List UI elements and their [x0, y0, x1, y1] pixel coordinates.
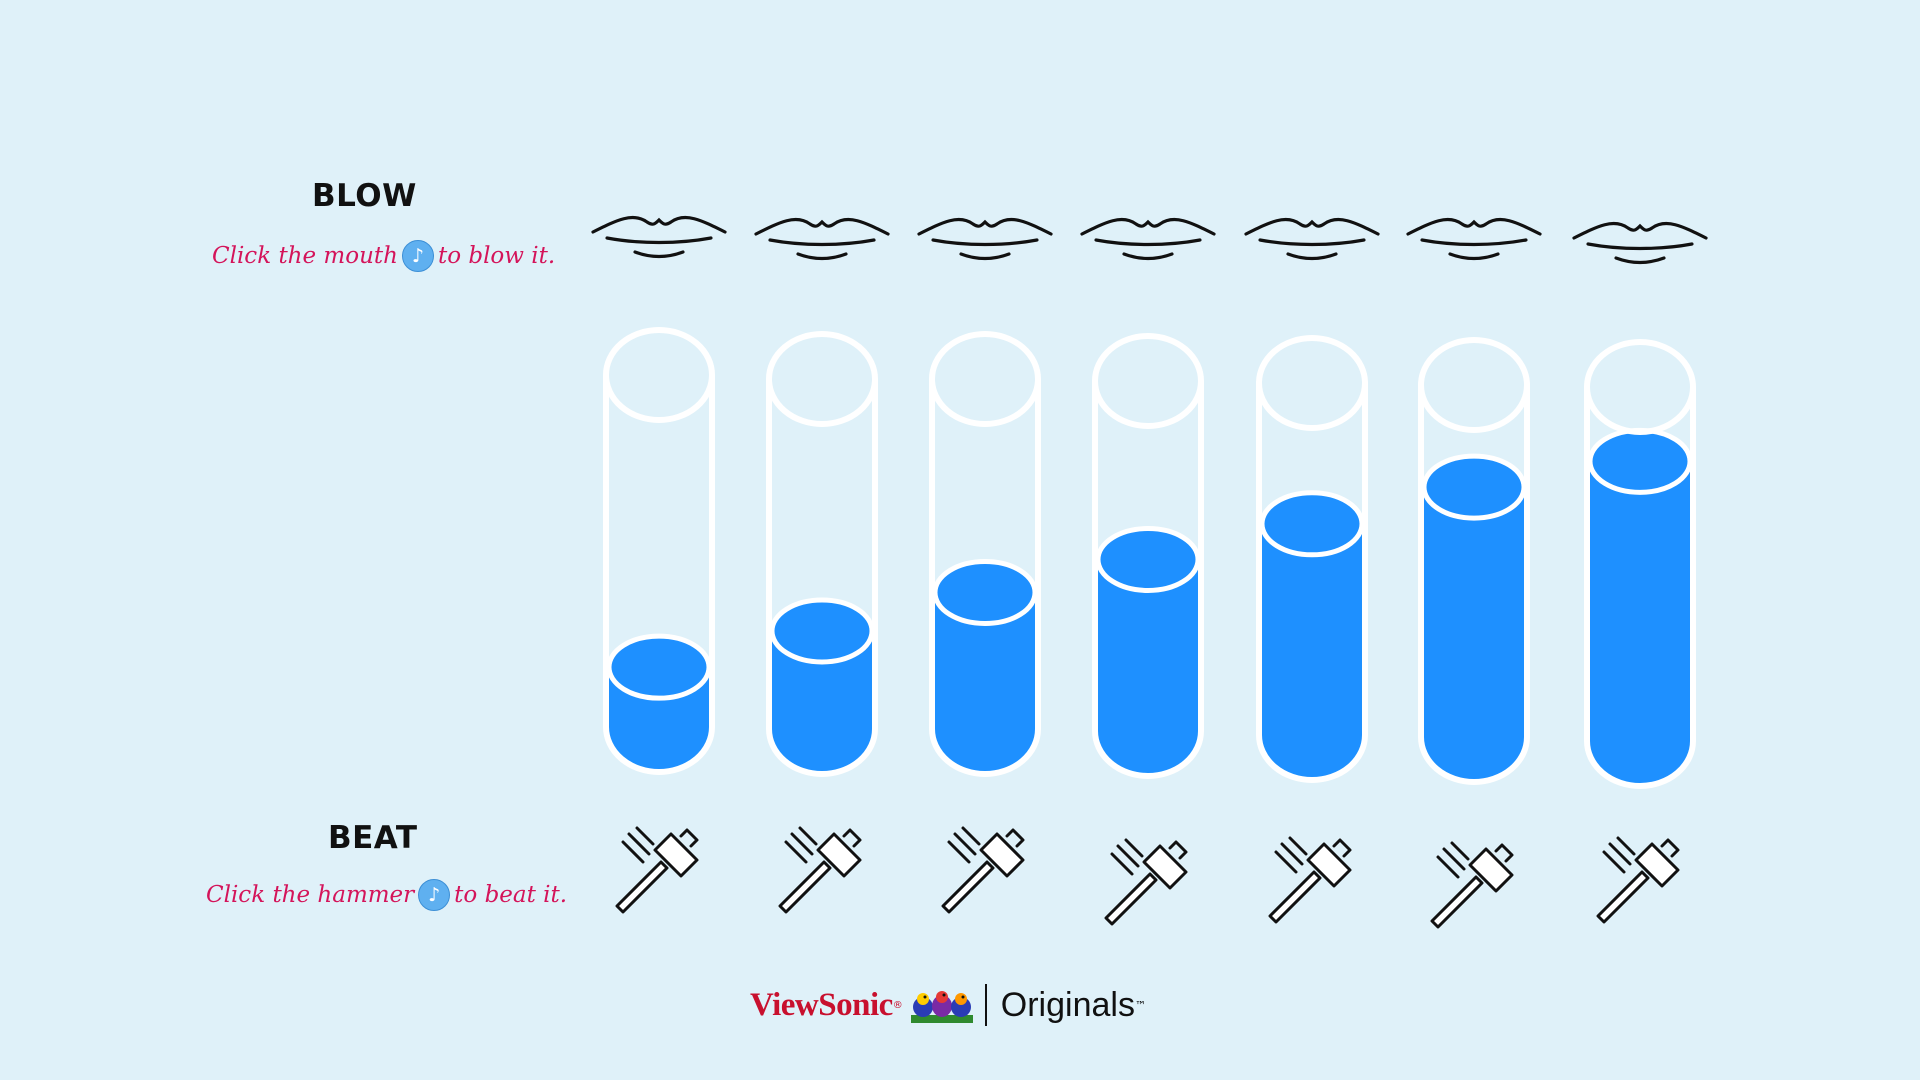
blow-hint-before: Click the mouth [212, 243, 398, 269]
water-tube-6 [1418, 337, 1530, 785]
water-tube-7 [1584, 339, 1696, 789]
water-fill [1095, 559, 1201, 776]
hammer-icon-7[interactable] [1590, 830, 1690, 930]
trademark-mark: ™ [1134, 998, 1146, 1012]
mouth-button-2[interactable] [752, 212, 892, 282]
mouth-button-6[interactable] [1404, 212, 1544, 282]
water-surface [932, 559, 1038, 626]
beat-title: BEAT [328, 820, 418, 856]
beat-hint-before: Click the hammer [206, 882, 415, 908]
water-fill [1421, 487, 1527, 782]
water-surface [1095, 526, 1201, 593]
blow-hint: Click the mouth ♪ to blow it. [212, 240, 555, 272]
mouth-button-7[interactable] [1570, 216, 1710, 286]
water-surface [1259, 490, 1365, 558]
blow-title: BLOW [312, 178, 417, 214]
water-fill [769, 631, 875, 774]
water-fill [932, 592, 1038, 774]
water-surface [769, 597, 875, 665]
music-note-icon: ♪ [418, 879, 451, 911]
water-tube-4 [1092, 333, 1204, 779]
hammer-icon-3[interactable] [935, 820, 1035, 920]
birds-logo-icon [910, 991, 973, 1023]
hammer-icon-5[interactable] [1262, 830, 1362, 930]
hammer-icon-2[interactable] [772, 820, 872, 920]
beat-hint: Click the hammer ♪ to beat it. [206, 879, 567, 911]
water-surface [1587, 427, 1693, 495]
hammer-icon-4[interactable] [1098, 832, 1198, 932]
water-tube-3 [929, 331, 1041, 777]
water-fill [1587, 461, 1693, 786]
brand-name: ViewSonic [750, 986, 893, 1023]
mouth-button-4[interactable] [1078, 212, 1218, 282]
mouth-button-5[interactable] [1242, 212, 1382, 282]
beat-hint-after: to beat it. [454, 882, 568, 908]
hammer-icon-1[interactable] [609, 820, 709, 920]
water-fill [1259, 523, 1365, 780]
footer-divider [984, 984, 987, 1026]
water-tube-5 [1256, 335, 1368, 783]
mouth-button-3[interactable] [915, 212, 1055, 282]
blow-hint-after: to blow it. [437, 243, 556, 269]
water-tube-1 [603, 327, 715, 775]
footer-logo: ViewSonic ® Originals ™ [750, 980, 1146, 1030]
hammer-icon-6[interactable] [1424, 835, 1524, 935]
mouth-button-1[interactable] [589, 210, 729, 280]
music-note-icon: ♪ [401, 240, 434, 272]
originals-label: Originals [1000, 985, 1135, 1024]
water-tube-2 [766, 331, 878, 777]
brand-registered-mark: ® [892, 999, 903, 1011]
water-surface [606, 633, 712, 701]
water-surface [1421, 453, 1527, 521]
